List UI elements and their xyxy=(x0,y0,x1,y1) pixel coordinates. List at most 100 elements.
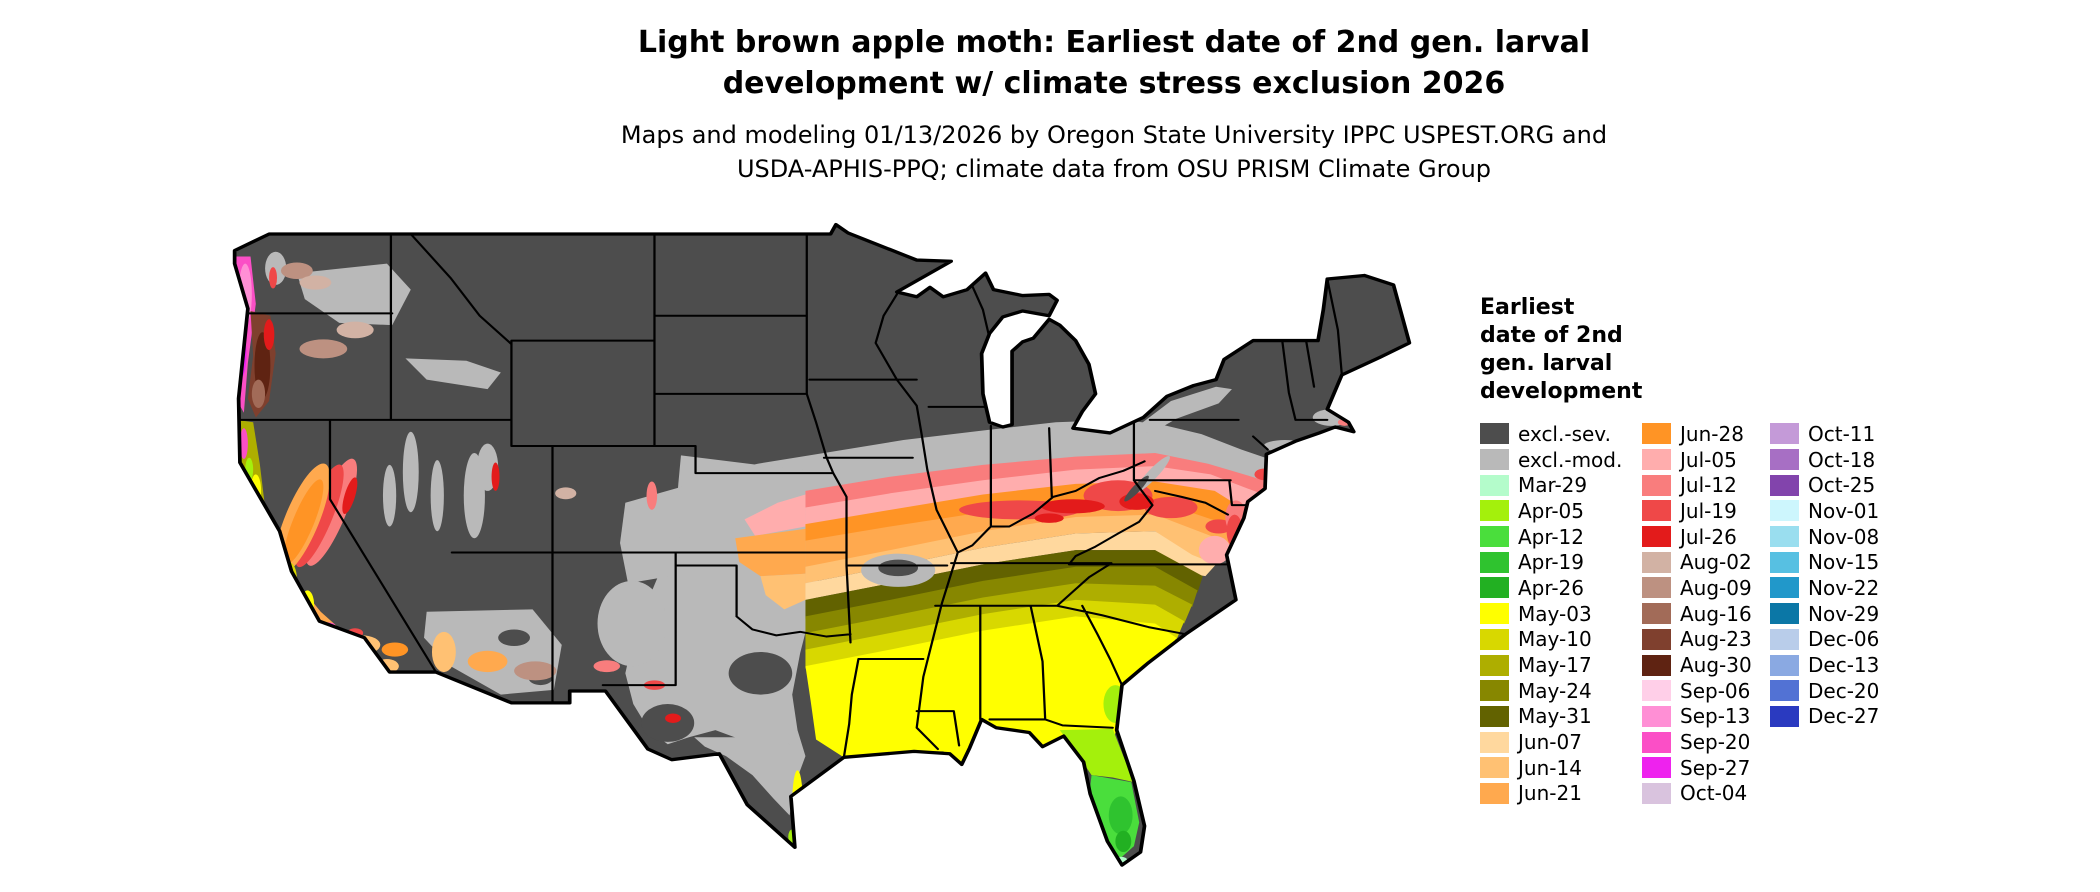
legend-label: Sep-13 xyxy=(1680,704,1751,729)
legend-label: Aug-02 xyxy=(1680,550,1752,575)
legend-label: Nov-01 xyxy=(1808,498,1880,523)
legend-label: Apr-05 xyxy=(1518,498,1584,523)
legend-swatch xyxy=(1480,654,1509,676)
legend-title-line-4: development xyxy=(1480,379,1643,404)
legend-swatch xyxy=(1770,603,1799,625)
legend-swatch xyxy=(1770,628,1799,650)
legend-label: Aug-23 xyxy=(1680,627,1752,652)
legend-row: Nov-08 xyxy=(1770,524,1879,550)
legend-swatch xyxy=(1642,628,1671,650)
legend-label: Nov-08 xyxy=(1808,524,1880,549)
legend-row: excl.-mod. xyxy=(1480,447,1622,473)
legend-swatch xyxy=(1642,474,1671,496)
legend-swatch xyxy=(1770,654,1799,676)
legend-label: Dec-13 xyxy=(1808,653,1880,678)
legend-swatch xyxy=(1642,731,1671,753)
legend-swatch xyxy=(1480,474,1509,496)
legend-label: Apr-26 xyxy=(1518,575,1584,600)
legend-swatch xyxy=(1480,680,1509,702)
legend-label: Jul-26 xyxy=(1680,524,1737,549)
legend-row: Aug-23 xyxy=(1642,627,1752,653)
legend-row: Mar-29 xyxy=(1480,472,1622,498)
legend-label: Dec-06 xyxy=(1808,627,1880,652)
legend-swatch xyxy=(1480,603,1509,625)
legend-row: Jul-05 xyxy=(1642,447,1752,473)
legend-label: Oct-25 xyxy=(1808,473,1876,498)
legend-label: Nov-22 xyxy=(1808,575,1880,600)
legend-swatch xyxy=(1480,628,1509,650)
legend-swatch xyxy=(1642,423,1671,445)
legend-row: Apr-19 xyxy=(1480,549,1622,575)
figure-title: Light brown apple moth: Earliest date of… xyxy=(314,22,1914,104)
legend-swatch xyxy=(1770,500,1799,522)
legend-label: Oct-18 xyxy=(1808,447,1876,472)
legend-row: Aug-30 xyxy=(1642,652,1752,678)
legend-row: Jun-28 xyxy=(1642,421,1752,447)
legend-swatch xyxy=(1642,500,1671,522)
legend-row: Jun-07 xyxy=(1480,729,1622,755)
legend-row: Dec-13 xyxy=(1770,652,1879,678)
legend-label: Jul-19 xyxy=(1680,498,1737,523)
legend-swatch xyxy=(1770,526,1799,548)
legend-swatch xyxy=(1642,449,1671,471)
legend-swatch xyxy=(1480,705,1509,727)
legend-swatch xyxy=(1480,449,1509,471)
legend-label: May-10 xyxy=(1518,627,1592,652)
legend-row: May-03 xyxy=(1480,601,1622,627)
legend-swatch xyxy=(1480,782,1509,804)
legend-row: Oct-11 xyxy=(1770,421,1879,447)
legend-row: Nov-01 xyxy=(1770,498,1879,524)
legend-title-line-1: Earliest xyxy=(1480,295,1575,320)
legend-swatch xyxy=(1480,551,1509,573)
legend-label: Aug-16 xyxy=(1680,601,1752,626)
legend-row: Jul-26 xyxy=(1642,524,1752,550)
legend-label: Sep-27 xyxy=(1680,755,1751,780)
legend-row: Apr-05 xyxy=(1480,498,1622,524)
legend-label: Jul-12 xyxy=(1680,473,1737,498)
region-red-pockets xyxy=(491,418,1352,723)
legend-swatch xyxy=(1642,577,1671,599)
legend-row: Sep-06 xyxy=(1642,678,1752,704)
legend-label: excl.-mod. xyxy=(1518,447,1623,472)
legend-row: May-17 xyxy=(1480,652,1622,678)
legend-label: Oct-04 xyxy=(1680,781,1748,806)
legend-swatch xyxy=(1770,705,1799,727)
legend-label: Dec-20 xyxy=(1808,678,1880,703)
legend-row: Oct-25 xyxy=(1770,472,1879,498)
legend-row: May-24 xyxy=(1480,678,1622,704)
legend-label: Nov-29 xyxy=(1808,601,1880,626)
legend-swatch xyxy=(1480,577,1509,599)
legend-swatch xyxy=(1642,654,1671,676)
legend-label: Aug-09 xyxy=(1680,575,1752,600)
legend-row: May-10 xyxy=(1480,627,1622,653)
legend-swatch xyxy=(1770,577,1799,599)
legend-row: May-31 xyxy=(1480,704,1622,730)
legend-row: Jun-14 xyxy=(1480,755,1622,781)
subtitle-line-1: Maps and modeling 01/13/2026 by Oregon S… xyxy=(620,121,1608,149)
legend-label: Jun-14 xyxy=(1518,755,1582,780)
legend-label: Dec-27 xyxy=(1808,704,1880,729)
figure-subtitle: Maps and modeling 01/13/2026 by Oregon S… xyxy=(314,118,1914,186)
legend-row: Aug-16 xyxy=(1642,601,1752,627)
legend-label: Sep-06 xyxy=(1680,678,1751,703)
legend-label: Oct-11 xyxy=(1808,421,1876,446)
legend-label: May-31 xyxy=(1518,704,1592,729)
legend-row: Sep-20 xyxy=(1642,729,1752,755)
legend-label: Jun-28 xyxy=(1680,421,1744,446)
legend-swatch xyxy=(1642,680,1671,702)
legend-swatch xyxy=(1642,551,1671,573)
legend-swatch xyxy=(1770,680,1799,702)
legend-swatch xyxy=(1770,474,1799,496)
legend-label: Sep-20 xyxy=(1680,730,1751,755)
legend-swatch xyxy=(1480,757,1509,779)
state-borders xyxy=(237,233,1343,759)
legend-label: Jul-05 xyxy=(1680,447,1737,472)
legend-swatch xyxy=(1642,757,1671,779)
legend-title-line-2: date of 2nd xyxy=(1480,323,1623,348)
legend-row: Oct-04 xyxy=(1642,781,1752,807)
legend-label: Mar-29 xyxy=(1518,473,1588,498)
legend-row: Nov-22 xyxy=(1770,575,1879,601)
title-line-2: development w/ climate stress exclusion … xyxy=(722,66,1506,101)
legend-row: Jun-21 xyxy=(1480,781,1622,807)
